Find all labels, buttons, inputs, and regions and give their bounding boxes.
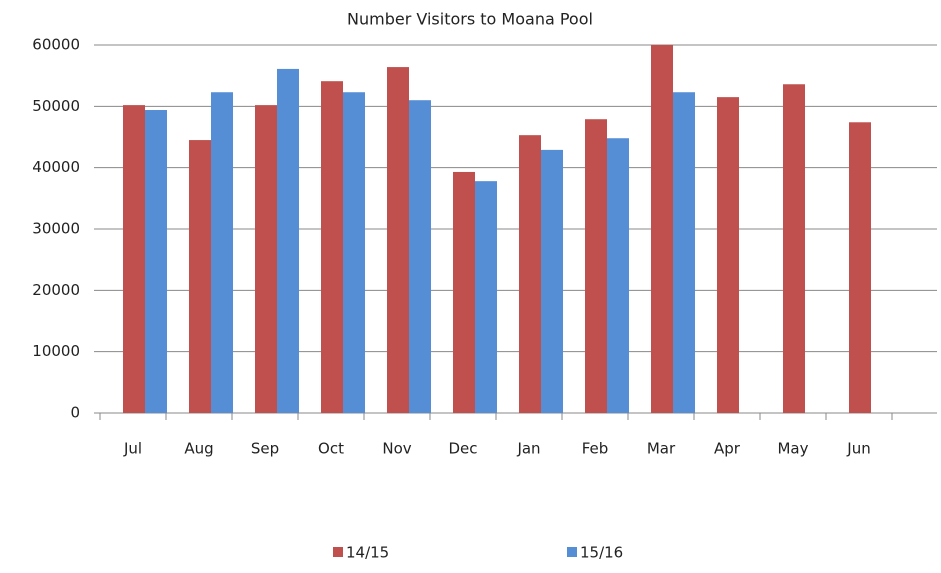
chart-title: Number Visitors to Moana Pool — [347, 10, 593, 29]
x-tick-label: Feb — [582, 440, 609, 458]
bar — [849, 122, 871, 413]
x-tick-label: Sep — [251, 440, 279, 458]
bar — [387, 67, 409, 413]
bar — [277, 68, 299, 414]
bar — [475, 181, 497, 413]
bar — [145, 110, 167, 413]
x-tick-label: Apr — [714, 440, 741, 458]
x-tick-label: Dec — [448, 440, 477, 458]
x-tick-label: Aug — [184, 440, 213, 458]
bar — [673, 92, 695, 413]
bar — [211, 92, 233, 413]
bar — [343, 92, 365, 413]
bar — [651, 45, 673, 413]
legend-label: 14/15 — [346, 544, 389, 562]
legend-label: 15/16 — [580, 544, 623, 562]
x-tick-label: May — [777, 440, 808, 458]
x-tick-label: Jul — [123, 440, 142, 458]
bar — [585, 119, 607, 414]
legend-swatch — [567, 547, 577, 557]
bar — [541, 149, 563, 413]
x-tick-label: Nov — [382, 440, 411, 458]
y-tick-label: 40000 — [32, 158, 80, 176]
bar — [783, 84, 805, 414]
bar — [409, 100, 431, 413]
y-tick-label: 0 — [70, 404, 80, 422]
x-tick-label: Jan — [516, 440, 540, 458]
bar — [519, 135, 541, 413]
x-tick-label: Jun — [846, 440, 870, 458]
x-tick-label: Mar — [647, 440, 676, 458]
legend-swatch — [333, 547, 343, 557]
bar — [607, 138, 629, 413]
bar — [255, 105, 277, 414]
bar — [189, 140, 211, 414]
y-tick-label: 60000 — [32, 36, 80, 54]
x-tick-label: Oct — [318, 440, 344, 458]
y-tick-label: 30000 — [32, 220, 80, 238]
y-tick-label: 50000 — [32, 97, 80, 115]
bar — [123, 105, 145, 414]
bar — [717, 97, 739, 413]
y-tick-label: 10000 — [32, 342, 80, 360]
bar — [453, 171, 475, 413]
bar — [321, 81, 343, 413]
y-tick-label: 20000 — [32, 281, 80, 299]
